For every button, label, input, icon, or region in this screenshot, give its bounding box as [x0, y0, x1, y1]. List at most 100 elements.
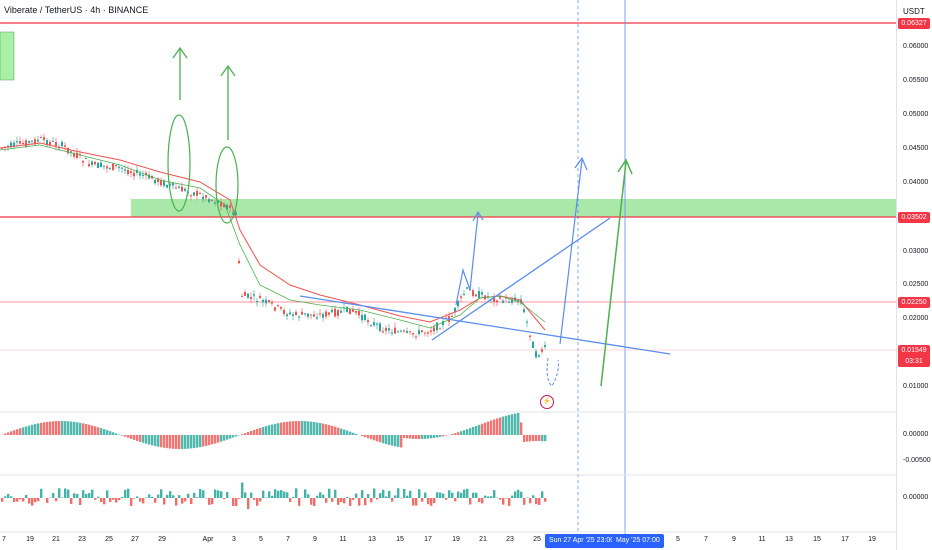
bar-countdown: 03:31	[905, 358, 923, 365]
osc2-bar	[97, 496, 100, 498]
candle-body	[466, 287, 468, 289]
osc2-bar	[439, 492, 442, 498]
osc2-bar	[541, 491, 544, 498]
last-price-tag: 0.01549 03:31	[898, 345, 930, 367]
osc2-bar	[364, 498, 367, 506]
candle-body	[436, 322, 438, 331]
candle-body	[388, 328, 390, 331]
candle-body	[130, 171, 132, 173]
osc2-bar	[220, 491, 223, 498]
candle-body	[427, 332, 429, 334]
osc2-bar	[154, 498, 157, 503]
price-tag-0-02250: 0.02250	[898, 297, 930, 308]
candle-body	[391, 332, 393, 334]
osc1-bar	[97, 427, 100, 435]
osc1-bar	[445, 435, 448, 436]
candle-body	[397, 331, 399, 333]
candle-body	[193, 192, 195, 196]
osc2-bar	[10, 496, 13, 498]
osc1-bar	[253, 429, 256, 435]
candle-body	[280, 306, 282, 309]
candle-body	[319, 313, 321, 315]
osc2-bar	[40, 488, 43, 498]
osc1-bar	[157, 435, 160, 447]
osc1-bar	[457, 432, 460, 435]
osc2-bar	[214, 489, 217, 498]
osc2-bar	[64, 488, 67, 498]
time-label: 23	[506, 536, 514, 543]
candle-body	[226, 204, 228, 210]
osc1-bar	[295, 421, 298, 435]
osc1-bar	[91, 425, 94, 435]
osc2-bar	[505, 498, 508, 499]
time-label: 17	[841, 536, 849, 543]
osc2-bar	[172, 495, 175, 498]
candle-body	[91, 161, 93, 166]
time-label: 21	[479, 536, 487, 543]
candle-body	[58, 147, 60, 149]
time-highlight-solid[interactable]: May '25 07:00	[612, 534, 664, 548]
osc1-bar	[250, 430, 253, 435]
osc2-bar	[103, 498, 106, 505]
ascending-trendline[interactable]	[431, 217, 611, 341]
osc1-bar	[25, 426, 28, 435]
osc1-bar	[73, 421, 76, 435]
candle-body	[418, 330, 420, 335]
candle-body	[376, 323, 378, 325]
candle-body	[463, 293, 465, 295]
descending-trendline[interactable]	[299, 295, 671, 355]
osc1-bar	[475, 425, 478, 435]
osc2-bar	[115, 498, 118, 503]
time-label: 11	[339, 536, 347, 543]
candle-body	[214, 202, 216, 204]
candle-body	[508, 301, 510, 303]
osc2-bar	[244, 492, 247, 498]
osc1-bar	[466, 429, 469, 435]
osc1-bar	[343, 429, 346, 435]
osc2-bar	[160, 489, 163, 498]
osc1-bar	[460, 431, 463, 435]
osc1-bar	[433, 435, 436, 438]
osc2-bar	[175, 498, 178, 506]
candle-body	[196, 190, 198, 196]
green-ellipse-2[interactable]	[215, 146, 239, 224]
blue-arrow-up-2[interactable]	[559, 159, 583, 345]
osc1-bar	[301, 421, 304, 435]
osc1-bar	[361, 435, 364, 437]
osc1-bar	[319, 422, 322, 435]
candle-body	[67, 147, 69, 154]
osc2-bar	[334, 489, 337, 498]
osc2-bar	[433, 498, 436, 504]
osc1-bar	[502, 416, 505, 435]
osc1-bar	[415, 435, 418, 439]
osc2-bar	[139, 498, 142, 502]
candle-body	[430, 330, 432, 333]
green-arrow-long[interactable]	[600, 161, 627, 387]
osc2-bar	[424, 492, 427, 498]
osc2-bar	[28, 498, 31, 504]
blue-arrow-up-1[interactable]	[455, 213, 479, 306]
lightning-icon[interactable]: ⚡	[540, 395, 554, 409]
osc1-bar	[262, 426, 265, 435]
time-label: 7	[2, 536, 6, 543]
osc1-bar	[55, 421, 58, 435]
osc1-bar	[331, 425, 334, 435]
osc2-bar	[292, 496, 295, 498]
candle-body	[367, 320, 369, 323]
osc1-bar	[199, 435, 202, 448]
price-scale[interactable]	[896, 0, 932, 550]
time-label: 15	[396, 536, 404, 543]
candle-body	[502, 300, 504, 303]
osc2-bar	[544, 498, 547, 502]
time-highlight-dashed[interactable]: Sun 27 Apr '25 23:00	[545, 534, 619, 548]
candle-body	[277, 305, 279, 307]
osc1-bar	[442, 435, 445, 437]
osc1-bar	[391, 435, 394, 446]
currency-label[interactable]: USDT	[903, 7, 925, 16]
symbol-title[interactable]: Viberate / TetherUS · 4h · BINANCE	[4, 5, 149, 15]
osc1-bar	[370, 435, 373, 440]
candle-body	[229, 205, 231, 208]
green-ellipse-1[interactable]	[167, 114, 191, 212]
